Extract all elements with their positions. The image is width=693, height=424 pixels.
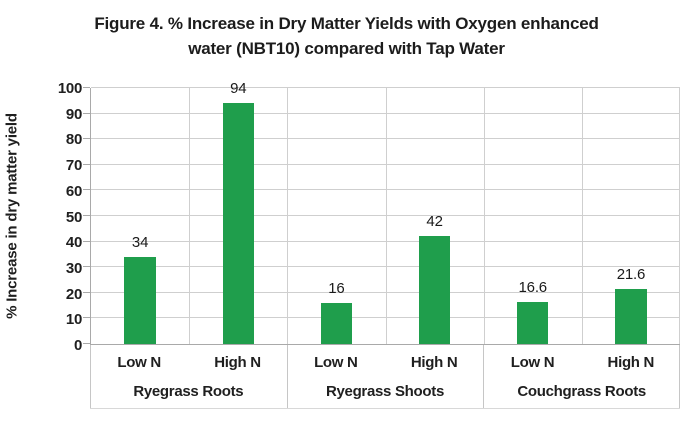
category-label: Low N: [314, 354, 358, 371]
y-tick-label: 0: [73, 337, 82, 354]
group-divider: [483, 345, 485, 408]
bar-value-label: 42: [426, 213, 443, 231]
y-axis-tick-mark: [83, 291, 90, 293]
y-tick-label: 60: [65, 182, 82, 200]
y-tick-label: 90: [65, 105, 82, 123]
bar-ryegrass-shoots-low-n: [320, 303, 353, 344]
category-label: High N: [607, 354, 655, 371]
group-divider: [90, 345, 91, 408]
plot-area: 34 94 16 42 16.6 21.6: [83, 80, 680, 345]
y-tick-label: 80: [65, 131, 82, 149]
bar-couchgrass-roots-high-n: [615, 288, 647, 344]
y-tick-label: 20: [65, 285, 82, 303]
bar-column: 16.6: [484, 88, 582, 344]
bar-ryegrass-roots-high-n: [222, 103, 254, 344]
y-axis-title: % Increase in dry matter yield: [3, 113, 21, 319]
y-axis-tick-mark: [83, 240, 90, 242]
bar-ryegrass-shoots-high-n: [418, 236, 451, 344]
bar-couchgrass-roots-low-n: [517, 301, 549, 344]
vertical-gridline: [287, 88, 289, 344]
chart-title-line-2: water (NBT10) compared with Tap Water: [188, 38, 505, 58]
category-label: Low N: [510, 354, 555, 371]
y-axis-tick-mark: [83, 317, 90, 319]
group-label: Ryegrass Shoots: [325, 383, 444, 400]
y-axis-tick-mark: [83, 112, 90, 114]
group-label: Ryegrass Roots: [133, 383, 244, 400]
group-divider: [286, 345, 288, 408]
y-axis-tick-mark: [83, 163, 90, 165]
y-tick-label: 30: [65, 259, 82, 277]
vertical-gridline: [581, 88, 583, 344]
vertical-gridline: [385, 88, 387, 344]
y-axis-tick-mark: [83, 215, 90, 216]
bar-ryegrass-roots-low-n: [124, 256, 156, 344]
bar-column: 21.6: [582, 88, 680, 344]
vertical-gridline: [483, 88, 485, 344]
y-tick-label: 100: [57, 80, 82, 97]
bar-column: 42: [386, 88, 484, 344]
bar-column: 94: [189, 80, 287, 344]
chart-title: Figure 4. % Increase in Dry Matter Yield…: [0, 12, 693, 61]
y-tick-label: 70: [65, 157, 82, 175]
bar-value-label: 34: [131, 233, 149, 251]
y-tick-label: 50: [65, 208, 82, 226]
chart-title-line-1: Figure 4. % Increase in Dry Matter Yield…: [94, 14, 599, 33]
group-divider: [679, 345, 680, 408]
x-axis-label-area: Low N High N Ryegrass Roots Low N High N Ryeg…: [90, 345, 680, 409]
y-tick-label: 40: [65, 234, 82, 252]
bar-value-label: 16.6: [518, 278, 548, 296]
bar-value-label: 21.6: [616, 265, 646, 283]
category-label: High N: [214, 354, 261, 371]
y-tick-label: 10: [65, 311, 82, 329]
y-axis-tick-mark: [83, 343, 90, 344]
vertical-gridline: [189, 88, 191, 344]
y-axis-tick-mark: [83, 87, 90, 88]
y-axis-tick-mark: [83, 266, 90, 268]
y-axis-tick-mark: [83, 189, 90, 191]
bar-column: 16: [287, 88, 385, 344]
category-label: Low N: [117, 354, 161, 371]
vertical-gridline: [679, 88, 680, 344]
bar-column: 34: [91, 88, 189, 344]
y-axis-tick-mark: [83, 138, 90, 140]
category-label: High N: [410, 354, 458, 371]
gridline: [91, 87, 680, 88]
bar-value-label: 16: [328, 280, 345, 298]
group-label: Couchgrass Roots: [517, 383, 646, 400]
bar-value-label: 94: [230, 80, 247, 98]
